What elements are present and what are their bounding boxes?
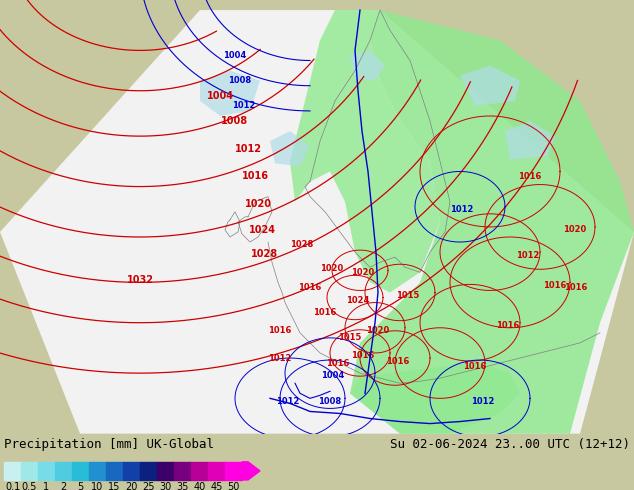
Text: 1016: 1016 [313, 308, 337, 317]
Text: 1020: 1020 [320, 264, 344, 273]
Text: 0.1: 0.1 [5, 482, 20, 490]
Text: 1012: 1012 [235, 144, 261, 154]
Text: 1016: 1016 [386, 357, 410, 366]
Text: 1: 1 [44, 482, 49, 490]
Text: 1016: 1016 [543, 281, 567, 290]
Text: 1012: 1012 [471, 397, 495, 406]
Text: 1032: 1032 [127, 275, 153, 285]
Bar [225, 462, 242, 480]
Bar [38, 462, 55, 480]
Polygon shape [505, 121, 555, 159]
Text: 45: 45 [210, 482, 223, 490]
Polygon shape [350, 10, 634, 434]
Text: 1016: 1016 [564, 283, 588, 292]
Polygon shape [290, 10, 440, 293]
FancyArrow shape [242, 462, 260, 480]
Text: 1016: 1016 [268, 326, 292, 335]
Text: 1015: 1015 [396, 291, 420, 300]
Text: 5: 5 [77, 482, 84, 490]
Bar [123, 462, 140, 480]
Bar [191, 462, 208, 480]
Text: 1020: 1020 [366, 326, 390, 335]
Text: 1008: 1008 [221, 116, 249, 126]
Polygon shape [350, 50, 385, 81]
Text: 1020: 1020 [564, 225, 586, 234]
Text: 10: 10 [91, 482, 103, 490]
Text: 1015: 1015 [339, 333, 361, 343]
Bar [21, 462, 38, 480]
Polygon shape [350, 363, 520, 434]
Text: 2: 2 [60, 482, 67, 490]
Text: 1012: 1012 [232, 101, 256, 110]
Text: 1008: 1008 [228, 76, 252, 85]
Text: 1024: 1024 [249, 225, 276, 235]
Polygon shape [200, 71, 260, 116]
Text: 1008: 1008 [318, 397, 342, 406]
Text: 1004: 1004 [321, 370, 345, 380]
Text: 1028: 1028 [290, 240, 314, 248]
Text: 1004: 1004 [223, 51, 247, 60]
Bar [4, 462, 21, 480]
Bar [208, 462, 225, 480]
Bar [140, 462, 157, 480]
Text: 1016: 1016 [299, 283, 321, 292]
Bar [72, 462, 89, 480]
Text: 0.5: 0.5 [22, 482, 37, 490]
Text: 20: 20 [126, 482, 138, 490]
Text: 1016: 1016 [327, 359, 350, 368]
Bar [55, 462, 72, 480]
Text: 1016: 1016 [242, 172, 269, 181]
Text: 1012: 1012 [268, 353, 292, 363]
Text: 15: 15 [108, 482, 120, 490]
Text: 1020: 1020 [245, 199, 271, 209]
Polygon shape [0, 10, 634, 434]
Bar [89, 462, 106, 480]
Text: Precipitation [mm] UK-Global: Precipitation [mm] UK-Global [4, 438, 214, 451]
Polygon shape [270, 131, 310, 167]
Polygon shape [460, 66, 520, 106]
Text: 1016: 1016 [351, 351, 375, 361]
Text: 1012: 1012 [516, 251, 540, 260]
Text: 1012: 1012 [450, 205, 474, 214]
Text: 1016: 1016 [463, 362, 487, 370]
Text: 35: 35 [176, 482, 189, 490]
Bar [174, 462, 191, 480]
Text: 1016: 1016 [519, 172, 541, 181]
Text: 25: 25 [142, 482, 155, 490]
Text: 30: 30 [159, 482, 172, 490]
Text: 50: 50 [228, 482, 240, 490]
Text: 1004: 1004 [207, 91, 233, 101]
Bar [106, 462, 123, 480]
Text: 1012: 1012 [276, 397, 300, 406]
Text: 1016: 1016 [496, 321, 520, 330]
Text: Su 02-06-2024 23..00 UTC (12+12): Su 02-06-2024 23..00 UTC (12+12) [390, 438, 630, 451]
Text: 1024: 1024 [346, 296, 370, 305]
Text: 40: 40 [193, 482, 205, 490]
Text: 1020: 1020 [351, 268, 375, 277]
Text: 1028: 1028 [252, 249, 278, 259]
Bar [157, 462, 174, 480]
